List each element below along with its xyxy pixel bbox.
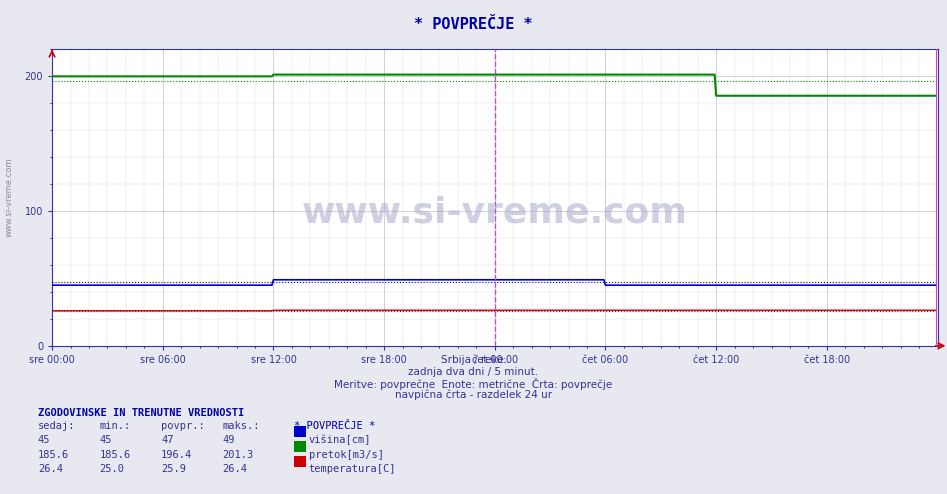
- Text: Meritve: povprečne  Enote: metrične  Črta: povprečje: Meritve: povprečne Enote: metrične Črta:…: [334, 378, 613, 390]
- Text: 26.4: 26.4: [223, 464, 247, 474]
- Text: navpična črta - razdelek 24 ur: navpična črta - razdelek 24 ur: [395, 389, 552, 400]
- Text: www.si-vreme.com: www.si-vreme.com: [302, 196, 688, 229]
- Text: www.si-vreme.com: www.si-vreme.com: [5, 158, 14, 237]
- Text: sedaj:: sedaj:: [38, 421, 76, 431]
- Text: ZGODOVINSKE IN TRENUTNE VREDNOSTI: ZGODOVINSKE IN TRENUTNE VREDNOSTI: [38, 408, 244, 417]
- Text: Srbija / reke.: Srbija / reke.: [440, 355, 507, 365]
- Text: min.:: min.:: [99, 421, 131, 431]
- Text: 47: 47: [161, 435, 173, 445]
- Text: 45: 45: [99, 435, 112, 445]
- Text: * POVPREČJE *: * POVPREČJE *: [294, 421, 375, 431]
- Text: maks.:: maks.:: [223, 421, 260, 431]
- Text: 25.0: 25.0: [99, 464, 124, 474]
- Text: zadnja dva dni / 5 minut.: zadnja dva dni / 5 minut.: [408, 367, 539, 376]
- Text: 49: 49: [223, 435, 235, 445]
- Text: 25.9: 25.9: [161, 464, 186, 474]
- Text: * POVPREČJE *: * POVPREČJE *: [414, 17, 533, 32]
- Text: 185.6: 185.6: [38, 450, 69, 459]
- Text: 45: 45: [38, 435, 50, 445]
- Text: pretok[m3/s]: pretok[m3/s]: [309, 450, 384, 459]
- Text: višina[cm]: višina[cm]: [309, 435, 371, 445]
- Text: 185.6: 185.6: [99, 450, 131, 459]
- Text: 201.3: 201.3: [223, 450, 254, 459]
- Text: 196.4: 196.4: [161, 450, 192, 459]
- Text: 26.4: 26.4: [38, 464, 63, 474]
- Text: temperatura[C]: temperatura[C]: [309, 464, 396, 474]
- Text: povpr.:: povpr.:: [161, 421, 205, 431]
